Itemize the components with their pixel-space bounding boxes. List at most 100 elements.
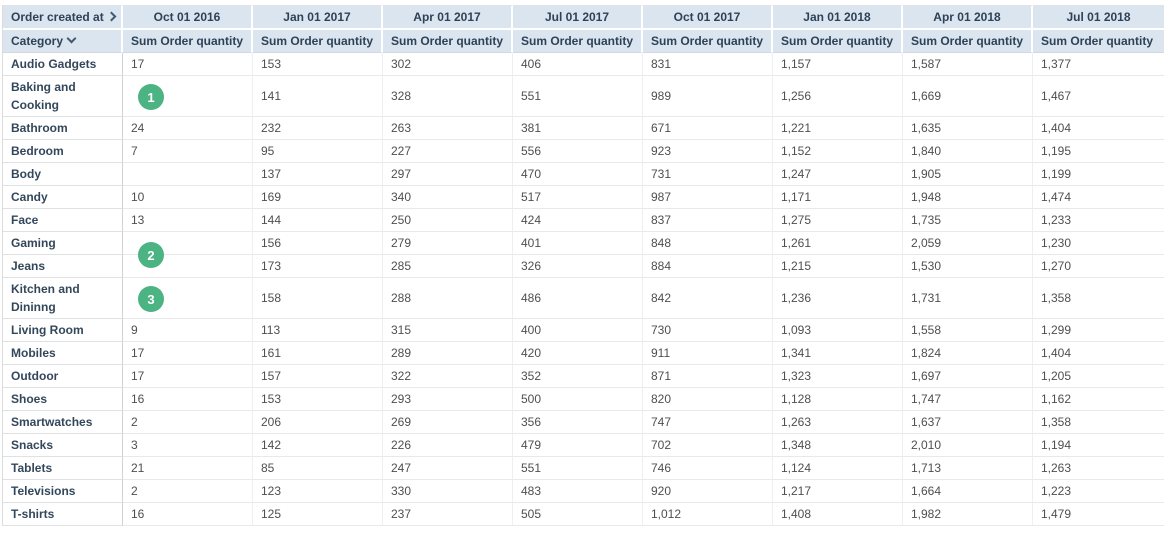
value-cell: 1,171 <box>773 186 903 209</box>
value-cell: 156 <box>253 232 383 255</box>
table-row: Body 137 297 470 731 1,247 1,905 1,199 <box>3 163 1164 186</box>
value-cell: 871 <box>643 365 773 388</box>
value-cell: 1,348 <box>773 434 903 457</box>
value-cell: 730 <box>643 319 773 342</box>
value-cell: 1,124 <box>773 457 903 480</box>
measure-header-4[interactable]: Sum Order quantity <box>643 30 773 53</box>
table-row: Televisions 2 123 330 483 920 1,217 1,664 1,223 <box>3 480 1164 503</box>
value-cell: 479 <box>513 434 643 457</box>
value-cell: 1,221 <box>773 117 903 140</box>
value-cell: 322 <box>383 365 513 388</box>
measure-header-5[interactable]: Sum Order quantity <box>773 30 903 53</box>
annotation-badge-1: 1 <box>138 84 164 110</box>
annotation-badge-2: 2 <box>138 242 164 268</box>
column-header-5[interactable]: Jan 01 2018 <box>773 5 903 30</box>
value-cell: 420 <box>513 342 643 365</box>
value-cell: 1,299 <box>1033 319 1164 342</box>
row-category-cell: Bedroom <box>3 140 123 163</box>
row-category-cell: Candy <box>3 186 123 209</box>
value-cell: 1,263 <box>773 411 903 434</box>
value-cell: 1,377 <box>1033 53 1164 76</box>
value-cell: 1,093 <box>773 319 903 342</box>
value-cell: 356 <box>513 411 643 434</box>
value-cell: 671 <box>643 117 773 140</box>
value-cell: 989 <box>643 76 773 117</box>
column-header-4[interactable]: Oct 01 2017 <box>643 5 773 30</box>
value-cell: 123 <box>253 480 383 503</box>
pivot-table: Order created at Oct 01 2016 Jan 01 2017 A… <box>2 5 1164 526</box>
measure-header-2[interactable]: Sum Order quantity <box>383 30 513 53</box>
value-cell: 247 <box>383 457 513 480</box>
row-category-cell: T-shirts <box>3 503 123 526</box>
value-cell: 1,263 <box>1033 457 1164 480</box>
value-cell: 269 <box>383 411 513 434</box>
value-cell: 352 <box>513 365 643 388</box>
value-cell: 842 <box>643 278 773 319</box>
value-cell: 1,152 <box>773 140 903 163</box>
value-cell: 551 <box>513 457 643 480</box>
row-field-header[interactable]: Category <box>3 30 123 53</box>
value-cell: 237 <box>383 503 513 526</box>
value-cell: 17 <box>123 365 253 388</box>
row-category-cell: Kitchen and Dininng <box>3 278 123 319</box>
row-category-cell: Mobiles <box>3 342 123 365</box>
value-cell: 1,275 <box>773 209 903 232</box>
value-cell: 158 <box>253 278 383 319</box>
value-cell: 1,669 <box>903 76 1033 117</box>
value-cell: 1,270 <box>1033 255 1164 278</box>
value-cell: 289 <box>383 342 513 365</box>
table-row: Tablets 21 85 247 551 746 1,124 1,713 1,263 <box>3 457 1164 480</box>
value-cell: 424 <box>513 209 643 232</box>
measure-header-6[interactable]: Sum Order quantity <box>903 30 1033 53</box>
table-header: Order created at Oct 01 2016 Jan 01 2017 A… <box>3 5 1164 53</box>
value-cell: 1,236 <box>773 278 903 319</box>
table-row: T-shirts 16 125 237 505 1,012 1,408 1,982 1,479 <box>3 503 1164 526</box>
value-cell: 1,735 <box>903 209 1033 232</box>
value-cell: 113 <box>253 319 383 342</box>
value-cell: 1,587 <box>903 53 1033 76</box>
column-field-header[interactable]: Order created at <box>3 5 123 30</box>
value-cell: 1,948 <box>903 186 1033 209</box>
column-header-7[interactable]: Jul 01 2018 <box>1033 5 1164 30</box>
table-row: Bathroom 24 232 263 381 671 1,221 1,635 1,404 <box>3 117 1164 140</box>
table-row: Smartwatches 2 206 269 356 747 1,263 1,637 1,358 <box>3 411 1164 434</box>
value-cell: 173 <box>253 255 383 278</box>
value-cell: 24 <box>123 117 253 140</box>
value-cell: 400 <box>513 319 643 342</box>
value-cell: 285 <box>383 255 513 278</box>
chevron-down-icon <box>66 35 76 45</box>
row-category-cell: Shoes <box>3 388 123 411</box>
column-header-3[interactable]: Jul 01 2017 <box>513 5 643 30</box>
row-category-cell: Body <box>3 163 123 186</box>
column-header-2[interactable]: Apr 01 2017 <box>383 5 513 30</box>
row-field-label: Category <box>11 34 64 48</box>
value-cell: 1,747 <box>903 388 1033 411</box>
value-cell: 125 <box>253 503 383 526</box>
measure-header-0[interactable]: Sum Order quantity <box>123 30 253 53</box>
row-category-cell: Smartwatches <box>3 411 123 434</box>
value-cell: 486 <box>513 278 643 319</box>
table-row: Bedroom 7 95 227 556 923 1,152 1,840 1,195 <box>3 140 1164 163</box>
value-cell: 95 <box>253 140 383 163</box>
value-cell: 263 <box>383 117 513 140</box>
value-cell: 17 <box>123 342 253 365</box>
value-cell: 7 <box>123 140 253 163</box>
value-cell: 1,223 <box>1033 480 1164 503</box>
table-row: Face 13 144 250 424 837 1,275 1,735 1,233 <box>3 209 1164 232</box>
column-header-0[interactable]: Oct 01 2016 <box>123 5 253 30</box>
value-cell: 517 <box>513 186 643 209</box>
value-cell: 250 <box>383 209 513 232</box>
measure-header-3[interactable]: Sum Order quantity <box>513 30 643 53</box>
value-cell: 3 <box>123 434 253 457</box>
value-cell: 1,635 <box>903 117 1033 140</box>
table-row: Baking and Cooking 141 328 551 989 1,256 1,669… <box>3 76 1164 117</box>
value-cell: 1,215 <box>773 255 903 278</box>
measure-header-7[interactable]: Sum Order quantity <box>1033 30 1164 53</box>
value-cell: 987 <box>643 186 773 209</box>
column-header-1[interactable]: Jan 01 2017 <box>253 5 383 30</box>
value-cell: 747 <box>643 411 773 434</box>
row-category-cell: Tablets <box>3 457 123 480</box>
column-header-6[interactable]: Apr 01 2018 <box>903 5 1033 30</box>
measure-header-1[interactable]: Sum Order quantity <box>253 30 383 53</box>
